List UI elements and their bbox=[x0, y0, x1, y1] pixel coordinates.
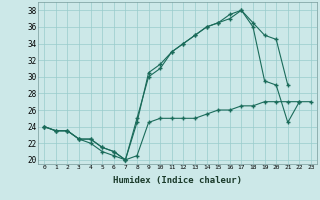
X-axis label: Humidex (Indice chaleur): Humidex (Indice chaleur) bbox=[113, 176, 242, 185]
